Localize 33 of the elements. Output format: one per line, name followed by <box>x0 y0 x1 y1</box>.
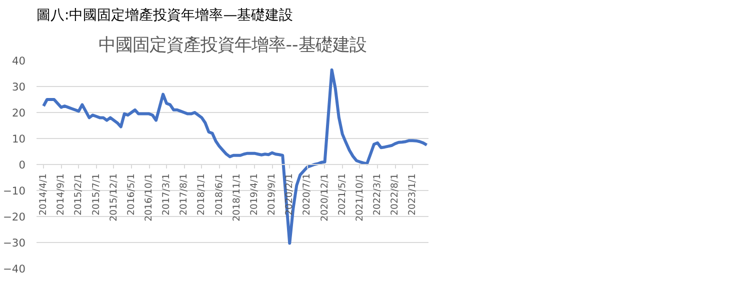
x-tick-label: 2021/10/1 <box>354 173 366 222</box>
x-tick-label: 2022/8/1 <box>390 173 401 216</box>
text: 圖八:中國固定增產投資年增率—基礎建設 <box>36 8 294 24</box>
x-tick-label: 2015/7/1 <box>90 173 102 216</box>
x-tick-label: 2016/10/1 <box>144 173 154 222</box>
x-tick-label: 2017/3/1 <box>161 173 172 216</box>
y-tick-label: 40 <box>12 54 26 68</box>
x-tick-label: 2019/9/1 <box>266 173 278 216</box>
y-tick-label: −10 <box>3 184 26 198</box>
x-tick-label: 2020/12/1 <box>319 173 330 222</box>
y-tick-label: −20 <box>3 210 26 224</box>
y-tick-label: −40 <box>3 262 26 276</box>
x-tick-label: 2015/12/1 <box>108 173 120 222</box>
x-tick-label: 2023/1/1 <box>407 173 418 216</box>
y-tick-label: 0 <box>18 158 26 172</box>
x-tick-label: 2021/5/1 <box>336 173 348 216</box>
x-tick-label: 2014/9/1 <box>56 173 67 216</box>
x-tick-label: 2015/2/1 <box>73 173 84 216</box>
x-tick-label: 2017/8/1 <box>178 173 190 216</box>
x-tick-label: 2018/1/1 <box>196 173 208 216</box>
y-tick-label: 10 <box>12 132 26 146</box>
x-tick-label: 2016/5/1 <box>126 173 137 216</box>
y-tick-label: −30 <box>3 236 26 250</box>
x-tick-label: 2018/11/1 <box>231 173 242 222</box>
x-tick-label: 2014/4/1 <box>38 173 50 216</box>
y-tick-label: 20 <box>12 106 26 120</box>
x-tick-label: 2022/3/1 <box>372 173 384 216</box>
x-tick-label: 2020/7/1 <box>302 173 313 216</box>
x-tick-label: 2018/6/1 <box>214 173 225 216</box>
x-tick-label: 2019/4/1 <box>248 173 260 216</box>
chart-title: 中國固定資產投資年增率--基礎建設 <box>98 36 366 56</box>
y-tick-label: 30 <box>12 80 26 94</box>
x-tick-label: 2020/2/1 <box>284 173 296 216</box>
